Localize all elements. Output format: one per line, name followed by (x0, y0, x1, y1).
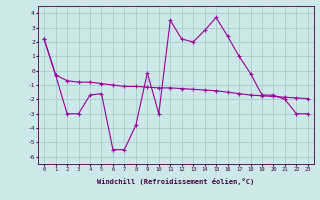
X-axis label: Windchill (Refroidissement éolien,°C): Windchill (Refroidissement éolien,°C) (97, 178, 255, 185)
